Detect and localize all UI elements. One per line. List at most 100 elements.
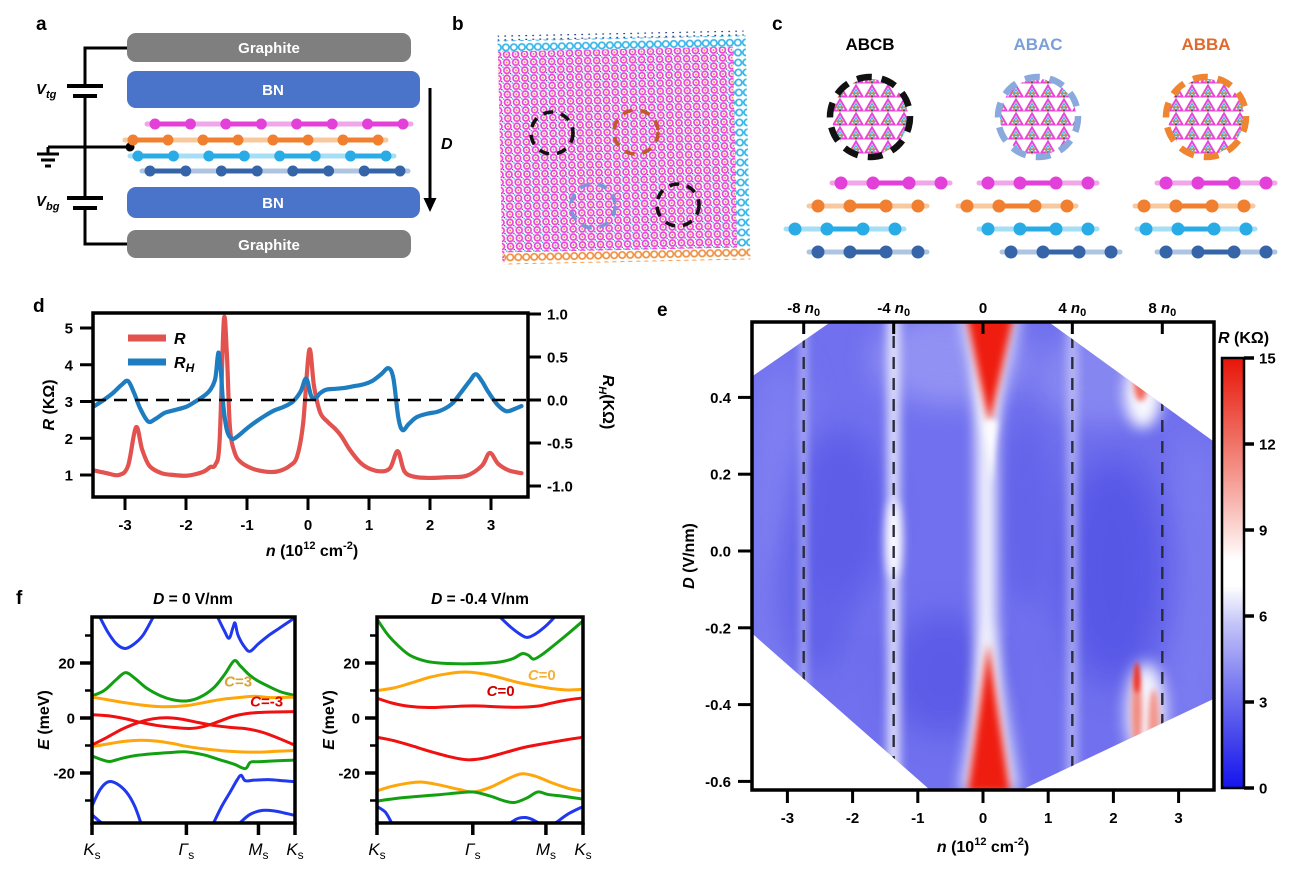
k-point-label: Ks xyxy=(574,840,591,862)
heat-feature-blob xyxy=(1159,435,1214,744)
magenta-atom-dot xyxy=(981,176,995,190)
cyan-atom-dot xyxy=(820,222,834,236)
colorbar-tick-label: 15 xyxy=(1259,351,1276,368)
band-curve xyxy=(377,805,393,823)
y-tick-label: 20 xyxy=(58,656,75,673)
x-tick-label: -2 xyxy=(846,810,859,827)
bn-top-label: BN xyxy=(262,82,284,99)
band-curve xyxy=(212,773,295,823)
panel-d-x-axis-label: n (1012 cm-2) xyxy=(266,540,358,560)
band-plot-left-y-label: E (meV) xyxy=(36,690,53,750)
magenta-atom-dot xyxy=(1013,176,1027,190)
panel-e-x-axis-label: n (1012 cm-2) xyxy=(937,836,1029,856)
colorbar-tick-label: 3 xyxy=(1259,695,1267,712)
cyan-atom-dot xyxy=(1081,222,1095,236)
stacking-title-abba: ABBA xyxy=(1181,35,1230,54)
orange-atom-dot xyxy=(1137,199,1151,213)
x-tick-label: 0 xyxy=(979,810,987,827)
band-curve xyxy=(92,779,143,823)
band-curve xyxy=(377,735,583,762)
band-plot-right-title: D = -0.4 V/nm xyxy=(431,591,529,608)
left-tick-label: 4 xyxy=(65,357,74,374)
k-point-label: Γs xyxy=(465,840,481,862)
navy-atom-dot xyxy=(144,165,156,177)
curve-R_H xyxy=(93,350,524,442)
navy-atom-dot xyxy=(911,245,925,259)
band-curve xyxy=(377,670,583,692)
legend-label-r: R xyxy=(174,331,186,348)
panel-a-device-schematic: Graphite BN BN Graphite Vtg Vbg D xyxy=(36,33,453,258)
left-tick-label: 2 xyxy=(65,431,73,448)
chern-number-label: C=-3 xyxy=(250,693,283,710)
magenta-atom-dot xyxy=(1227,176,1241,190)
navy-atom-dot xyxy=(287,165,299,177)
cyan-atom-dot xyxy=(309,150,321,162)
stacking-layer-chains xyxy=(783,176,1278,259)
right-tick-label: -0.5 xyxy=(547,436,573,453)
stacking-lattice-fill xyxy=(1168,79,1244,155)
colorbar-tick-label: 6 xyxy=(1259,609,1267,626)
x-tick-label: -3 xyxy=(118,517,131,534)
magenta-atom-dot xyxy=(1259,176,1273,190)
panel-label-b: b xyxy=(452,14,464,35)
magenta-atom-dot xyxy=(902,176,916,190)
moire-density-label: 0 xyxy=(979,300,987,317)
magenta-atom-dot xyxy=(1191,176,1205,190)
orange-atom-dot xyxy=(1169,199,1183,213)
panel-d-frame xyxy=(91,311,530,499)
magenta-atom-dot xyxy=(397,118,409,130)
right-tick-label: 1.0 xyxy=(547,307,568,324)
orange-atom-dot xyxy=(197,134,209,146)
cyan-atom-dot xyxy=(981,222,995,236)
orange-atom-dot xyxy=(811,199,825,213)
graphite-bottom-bar xyxy=(127,230,411,258)
band-curve xyxy=(377,790,583,805)
navy-atom-dot xyxy=(1259,245,1273,259)
magenta-atom-dot xyxy=(1081,176,1095,190)
y-tick-label: -20 xyxy=(53,766,75,783)
y-tick-label: 0.2 xyxy=(710,467,731,484)
navy-atom-dot xyxy=(1159,245,1173,259)
k-point-label: Ks xyxy=(83,840,100,862)
navy-atom-dot xyxy=(879,245,893,259)
displacement-field-arrow xyxy=(423,88,437,212)
chern-number-label: C=0 xyxy=(487,683,515,700)
band-curve xyxy=(554,805,583,823)
band-plot-left: Ks Γs Ms Ks 20 0 -20 C=3 C=-3 xyxy=(53,615,304,862)
navy-atom-dot xyxy=(843,245,857,259)
band-curve xyxy=(377,772,583,794)
panel-d-curves xyxy=(93,315,528,481)
right-tick-label: -1.0 xyxy=(547,479,573,496)
heat-feature-blob xyxy=(999,416,1052,609)
orange-atom-dot xyxy=(162,134,174,146)
circuit-wires xyxy=(37,46,135,246)
y-tick-label: -0.4 xyxy=(705,697,732,714)
panel-e-heatmap: -3 -2 -1 0 1 2 30.40.20.0-0.2-0.4-0.6-8 n0 -4 n… xyxy=(681,300,1276,856)
magenta-atom-dot xyxy=(362,118,374,130)
graphite-top-label: Graphite xyxy=(238,40,300,57)
cyan-atom-dot xyxy=(1013,222,1027,236)
x-tick-label: 2 xyxy=(426,517,434,534)
colorbar-tick-label: 12 xyxy=(1259,437,1276,454)
navy-atom-dot xyxy=(251,165,263,177)
right-tick-label: 0.0 xyxy=(547,393,568,410)
x-tick-label: -2 xyxy=(179,517,192,534)
orange-atom-dot xyxy=(843,199,857,213)
orange-atom-dot xyxy=(372,134,384,146)
y-tick-label: 0 xyxy=(67,711,75,728)
x-tick-label: 1 xyxy=(365,517,373,534)
y-tick-label: 20 xyxy=(343,656,360,673)
magenta-atom-dot xyxy=(184,118,196,130)
heatmap-data-region xyxy=(752,322,1214,790)
navy-atom-dot xyxy=(1004,245,1018,259)
band-plot-left-title: D = 0 V/nm xyxy=(153,591,233,608)
panel-label-a: a xyxy=(36,14,47,35)
navy-atom-dot xyxy=(358,165,370,177)
band-curve xyxy=(92,710,295,730)
band-curve xyxy=(216,617,295,653)
cyan-atom-dot xyxy=(788,222,802,236)
displacement-field-label: D xyxy=(441,136,453,153)
heat-feature-blob xyxy=(1133,362,1148,402)
panel-f-band-structures: D = 0 V/nm D = -0.4 V/nm E (meV) E (meV)… xyxy=(36,591,592,862)
cyan-atom-dot xyxy=(274,150,286,162)
